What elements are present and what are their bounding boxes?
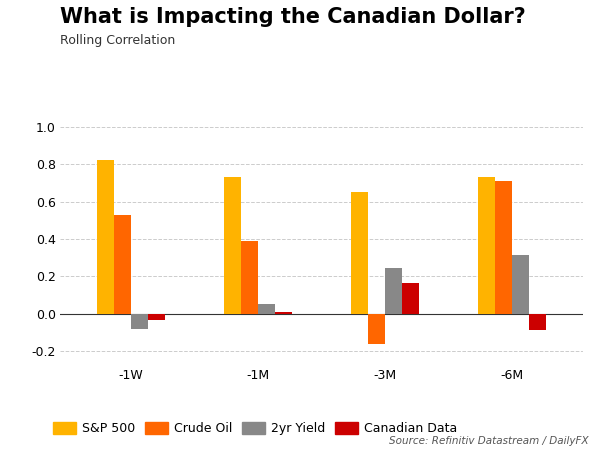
Bar	[512, 255, 529, 314]
Legend: S&P 500, Crude Oil, 2yr Yield, Canadian Data: S&P 500, Crude Oil, 2yr Yield, Canadian …	[48, 417, 462, 440]
Text: What is Impacting the Canadian Dollar?: What is Impacting the Canadian Dollar?	[60, 7, 526, 27]
Bar	[351, 192, 368, 314]
Bar	[224, 177, 241, 314]
Text: Source: Refinitiv Datastream / DailyFX: Source: Refinitiv Datastream / DailyFX	[389, 437, 589, 446]
Bar	[478, 177, 495, 314]
Bar	[529, 314, 546, 330]
Bar	[368, 314, 385, 344]
Bar	[241, 241, 258, 314]
Bar	[97, 161, 114, 314]
Bar	[258, 304, 275, 314]
Bar	[495, 181, 512, 314]
Text: Rolling Correlation: Rolling Correlation	[60, 34, 175, 47]
Bar	[148, 314, 165, 320]
Bar	[275, 312, 292, 314]
Bar	[114, 215, 131, 314]
Bar	[402, 283, 419, 314]
Bar	[131, 314, 148, 329]
Bar	[385, 268, 402, 314]
